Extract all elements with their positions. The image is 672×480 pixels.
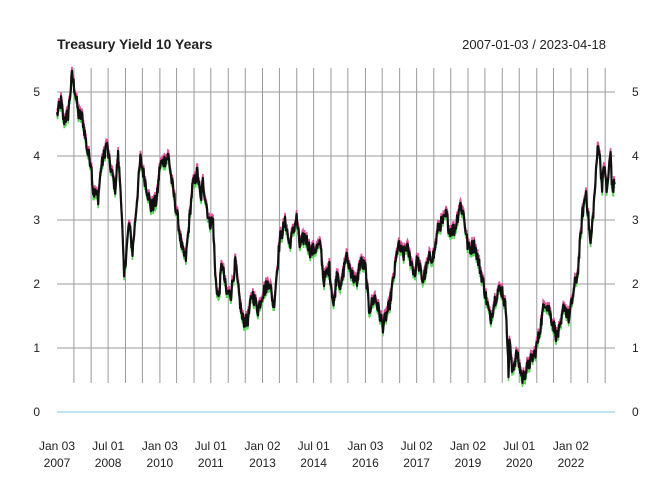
x-tick-4-line1: Jan 02 [244, 439, 280, 453]
y-tick-left-4: 4 [33, 149, 40, 163]
x-tick-9-line1: Jul 01 [503, 439, 535, 453]
x-tick-1-line2: 2008 [95, 456, 122, 470]
x-tick-6-line1: Jan 03 [347, 439, 383, 453]
x-axis: Jan 03 2007 Jul 01 2008 Jan 03 2010 Jul 01 2011… [39, 439, 589, 470]
y-tick-left-2: 2 [33, 277, 40, 291]
series-low-band [56, 74, 616, 387]
x-tick-7-line2: 2017 [403, 456, 430, 470]
x-tick-9-line2: 2020 [506, 456, 533, 470]
x-tick-4-line2: 2013 [249, 456, 276, 470]
x-tick-7-line1: Jul 02 [401, 439, 433, 453]
y-tick-right-2: 2 [632, 277, 639, 291]
y-tick-left-3: 3 [33, 213, 40, 227]
y-tick-left-1: 1 [33, 341, 40, 355]
series-high-band [56, 66, 616, 380]
grid [57, 68, 615, 383]
x-tick-0-line1: Jan 03 [39, 439, 75, 453]
x-tick-5-line1: Jul 01 [298, 439, 330, 453]
x-tick-2-line2: 2010 [147, 456, 174, 470]
y-axis-left: 0 1 2 3 4 5 [33, 85, 40, 419]
y-tick-right-5: 5 [632, 85, 639, 99]
x-tick-2-line1: Jan 03 [142, 439, 178, 453]
y-tick-left-0: 0 [33, 405, 40, 419]
x-tick-10-line2: 2022 [558, 456, 585, 470]
x-tick-0-line2: 2007 [44, 456, 71, 470]
series-line [55, 69, 616, 385]
x-tick-3-line1: Jul 01 [195, 439, 227, 453]
x-tick-8-line2: 2019 [455, 456, 482, 470]
x-tick-8-line1: Jan 02 [450, 439, 486, 453]
chart-title: Treasury Yield 10 Years [57, 36, 213, 52]
x-tick-6-line2: 2016 [352, 456, 379, 470]
x-tick-1-line1: Jul 01 [92, 439, 124, 453]
x-tick-3-line2: 2011 [198, 456, 224, 470]
x-tick-5-line2: 2014 [300, 456, 327, 470]
y-tick-left-5: 5 [33, 85, 40, 99]
x-tick-10-line1: Jan 02 [553, 439, 589, 453]
y-tick-right-1: 1 [632, 341, 639, 355]
y-tick-right-3: 3 [632, 213, 639, 227]
y-axis-right: 0 1 2 3 4 5 [632, 85, 639, 419]
date-range-label: 2007-01-03 / 2023-04-18 [462, 37, 606, 52]
y-tick-right-4: 4 [632, 149, 639, 163]
series-treasury-yield [55, 66, 616, 387]
y-tick-right-0: 0 [632, 405, 639, 419]
